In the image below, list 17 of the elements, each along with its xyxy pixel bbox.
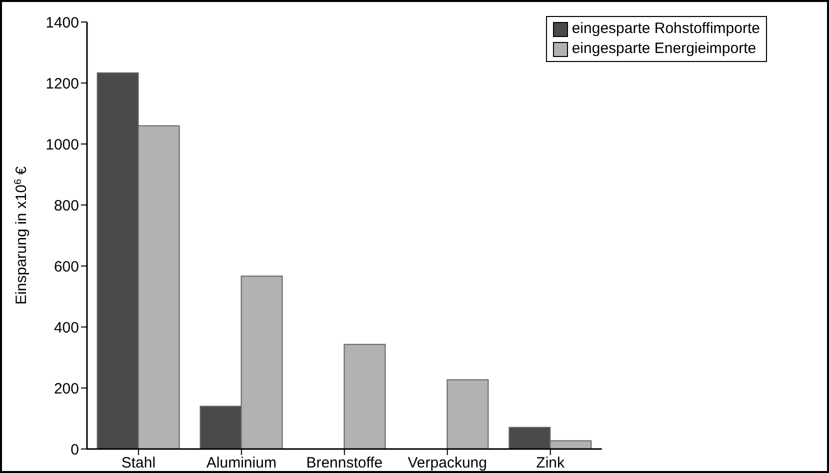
bar [344,344,386,449]
legend-label: eingesparte Rohstoffimporte [572,19,760,39]
x-tick-label: Aluminium [206,454,276,472]
x-tick-label: Zink [536,454,566,472]
bar [446,379,489,449]
y-tick-label: 800 [54,197,79,214]
y-tick-label: 400 [54,319,79,336]
y-tick-label: 0 [70,441,79,458]
legend-label: eingesparte Energieimporte [572,39,756,59]
x-tick-label: Brennstoffe [306,454,383,472]
y-tick-label: 200 [54,380,79,398]
y-tick-label: 600 [54,258,79,276]
x-tick-label: Verpackung [408,454,487,472]
y-tick-label: 1200 [46,75,79,92]
y-tick-label: 1000 [46,136,79,154]
x-tick-label: Stahl [121,454,156,472]
y-tick-label: 1400 [46,14,79,32]
